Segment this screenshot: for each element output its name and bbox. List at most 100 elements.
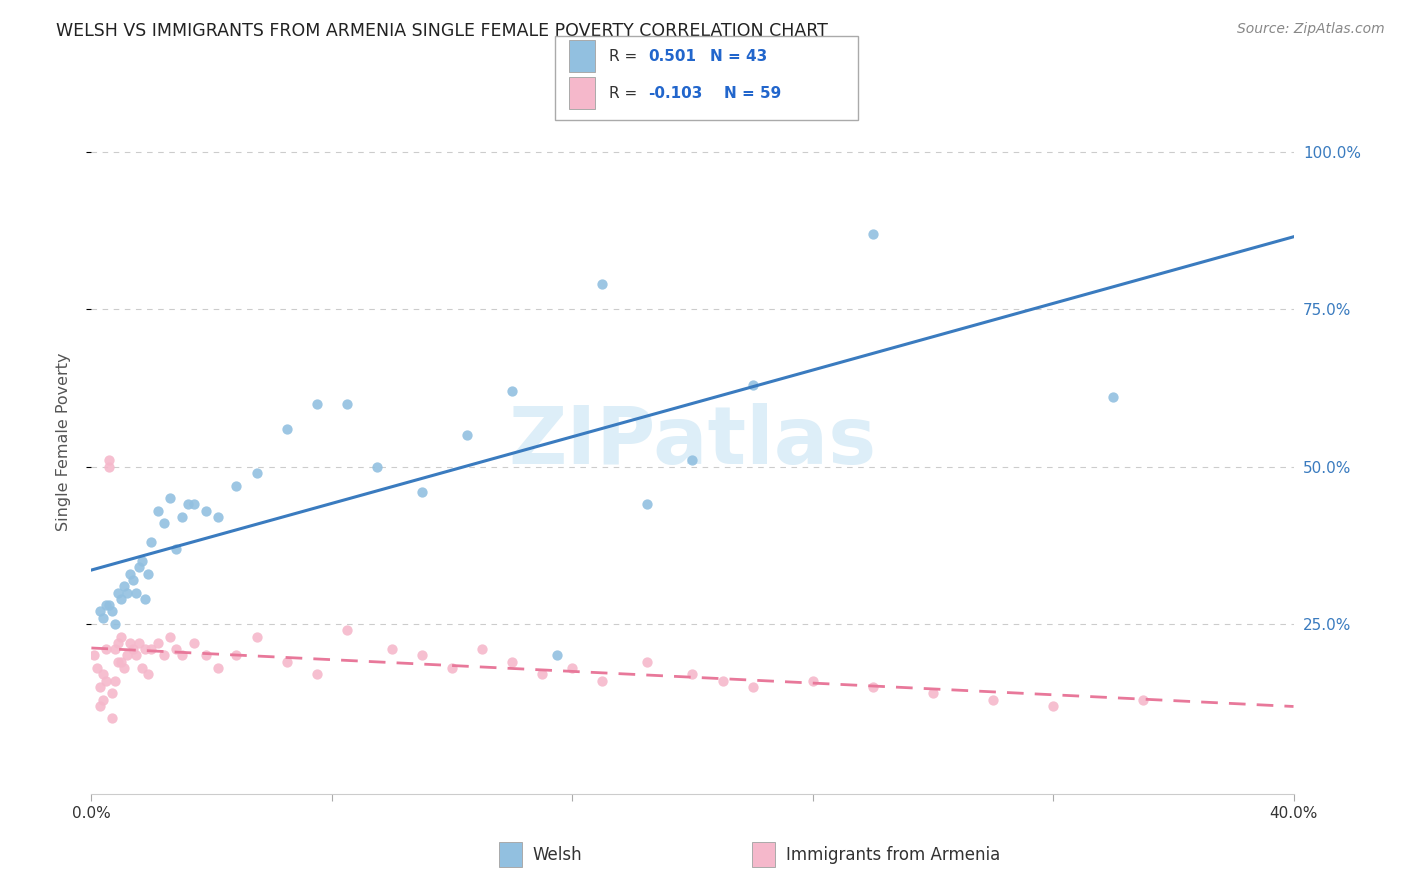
Point [128,560,150,574]
Point [681,667,703,681]
Point [110,655,132,669]
Point [107,585,129,599]
Point [122,573,145,587]
Point [89,680,111,694]
Point [110,591,132,606]
Text: 0.501: 0.501 [648,48,696,63]
Point [741,680,763,694]
Point [440,661,463,675]
Point [194,648,217,663]
Point [146,504,169,518]
Point [107,636,129,650]
Point [101,711,124,725]
Point [120,566,142,581]
Point [591,673,613,688]
Point [141,642,163,657]
Point [681,453,703,467]
Point [471,642,494,657]
Point [561,661,583,675]
Point [138,566,160,581]
Point [922,686,945,700]
Point [636,655,658,669]
Point [96,598,118,612]
Point [207,661,229,675]
Point [125,585,148,599]
Point [104,617,127,632]
Point [1042,698,1064,713]
Point [246,466,269,480]
Point [246,630,269,644]
Point [125,648,148,663]
Point [98,459,121,474]
Point [411,648,433,663]
Point [114,661,136,675]
Point [411,484,433,499]
Point [183,636,205,650]
Point [128,636,150,650]
Text: WELSH VS IMMIGRANTS FROM ARMENIA SINGLE FEMALE POVERTY CORRELATION CHART: WELSH VS IMMIGRANTS FROM ARMENIA SINGLE … [56,22,828,40]
Text: -0.103: -0.103 [648,86,703,101]
Point [152,516,174,531]
Point [183,498,205,512]
Point [152,648,174,663]
Point [276,655,298,669]
Text: Source: ZipAtlas.com: Source: ZipAtlas.com [1237,22,1385,37]
Point [138,667,160,681]
Point [98,453,121,467]
Text: N = 43: N = 43 [710,48,768,63]
Point [176,498,198,512]
Point [456,428,478,442]
Point [117,648,139,663]
Point [366,459,388,474]
Point [104,673,127,688]
Point [336,397,359,411]
Point [336,624,359,638]
Point [141,535,163,549]
Point [122,642,145,657]
Point [159,491,181,505]
Point [531,667,554,681]
Point [801,673,824,688]
Text: Immigrants from Armenia: Immigrants from Armenia [786,846,1000,863]
Point [86,661,108,675]
Point [207,510,229,524]
Point [194,504,217,518]
Point [131,661,153,675]
Point [89,698,111,713]
Point [93,692,115,706]
Point [862,227,884,241]
Point [276,422,298,436]
Point [501,655,523,669]
Point [120,636,142,650]
Point [225,478,247,492]
Point [741,378,763,392]
Text: R =: R = [609,48,643,63]
Point [305,397,328,411]
Point [107,655,129,669]
Point [711,673,734,688]
Point [131,554,153,568]
Text: ZIPatlas: ZIPatlas [509,402,876,481]
Point [101,604,124,618]
Y-axis label: Single Female Poverty: Single Female Poverty [56,352,70,531]
Point [305,667,328,681]
Point [636,498,658,512]
Point [501,384,523,399]
Point [101,686,124,700]
Point [93,610,115,624]
Point [134,591,156,606]
Point [170,648,193,663]
Point [1102,391,1125,405]
Point [981,692,1004,706]
Point [546,648,568,663]
Point [83,648,105,663]
Point [159,630,181,644]
Point [1132,692,1154,706]
Point [862,680,884,694]
Text: N = 59: N = 59 [724,86,782,101]
Point [89,604,111,618]
Point [591,277,613,292]
Point [170,510,193,524]
Text: Welsh: Welsh [533,846,582,863]
Point [96,673,118,688]
